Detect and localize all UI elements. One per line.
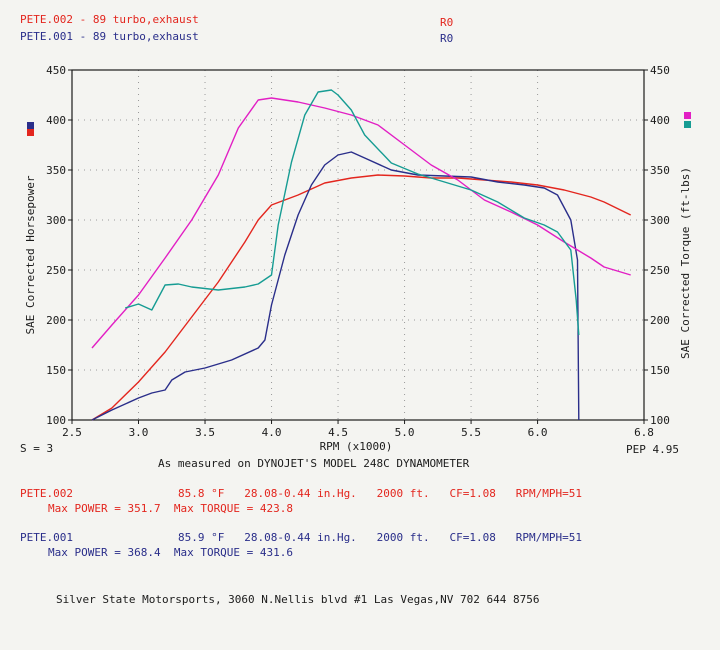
pep-label: PEP 4.95	[626, 443, 679, 456]
plot-frame	[71, 69, 645, 421]
y-tick-label: 450	[46, 64, 66, 77]
y2-tick-label: 450	[650, 64, 670, 77]
x-tick-label: 2.5	[62, 426, 82, 439]
run1-name: PETE.002	[20, 487, 73, 500]
y2-tick-label: 350	[650, 164, 670, 177]
y2-tick-label: 200	[650, 314, 670, 327]
x-tick-label: 4.5	[328, 426, 348, 439]
smoothing-label: S = 3	[20, 442, 54, 455]
run1-conditions: 85.8 °F 28.08-0.44 in.Hg. 2000 ft. CF=1.…	[178, 487, 582, 500]
hp-line-pete-001	[91, 151, 580, 421]
hp-line-pete-002	[91, 174, 632, 421]
y-tick-label: 100	[46, 414, 66, 427]
tq-run2-swatch	[684, 121, 691, 128]
tq-run1-swatch	[684, 112, 691, 119]
torque-line-pete-002	[91, 97, 631, 349]
y2-tick-label: 150	[650, 364, 670, 377]
run2-conditions: 85.9 °F 28.08-0.44 in.Hg. 2000 ft. CF=1.…	[178, 531, 582, 544]
y-axis-label: SAE Corrected Horsepower	[24, 175, 37, 334]
x-axis-ticks: 2.5 3.0 3.5 4.0 4.5 5.0 5.5 6.0 6.8	[62, 420, 654, 439]
y-tick-label: 150	[46, 364, 66, 377]
x-tick-label: 4.0	[262, 426, 282, 439]
run2-max-values: Max POWER = 368.4 Max TORQUE = 431.6	[48, 546, 294, 559]
x-axis-label: RPM (x1000)	[320, 440, 393, 453]
y-tick-label: 350	[46, 164, 66, 177]
chart-series	[91, 89, 632, 421]
torque-line-pete-001	[124, 89, 580, 336]
y2-tick-label: 300	[650, 214, 670, 227]
run1-legend-label: PETE.002 - 89 turbo,exhaust	[20, 13, 199, 26]
x-tick-label: 5.0	[395, 426, 415, 439]
y2-tick-label: 250	[650, 264, 670, 277]
y2-axis-label: SAE Corrected Torque (ft-lbs)	[679, 167, 692, 359]
y-tick-label: 250	[46, 264, 66, 277]
hp-run2-swatch	[27, 122, 34, 129]
dyno-chart: 2.5 3.0 3.5 4.0 4.5 5.0 5.5 6.0 6.8 100 150 200 250…	[24, 64, 692, 453]
run2-name: PETE.001	[20, 531, 73, 544]
y-tick-label: 300	[46, 214, 66, 227]
y-tick-label: 200	[46, 314, 66, 327]
run2-legend-code: R0	[440, 32, 454, 45]
y-axis-ticks: 100 150 200 250 300 350 400 450	[46, 64, 72, 427]
hp-run1-swatch	[27, 129, 34, 136]
y2-tick-label: 400	[650, 114, 670, 127]
x-tick-label: 3.5	[195, 426, 215, 439]
chart-grid	[72, 70, 644, 420]
run1-legend-code: R0	[440, 16, 454, 29]
x-tick-label: 6.8	[634, 426, 654, 439]
y2-axis-ticks: 100 150 200 250 300 350 400 450	[644, 64, 670, 427]
dyno-model-caption: As measured on DYNOJET'S MODEL 248C DYNA…	[158, 457, 470, 470]
x-tick-label: 5.5	[461, 426, 481, 439]
y-tick-label: 400	[46, 114, 66, 127]
x-tick-label: 6.0	[528, 426, 548, 439]
run1-max-values: Max POWER = 351.7 Max TORQUE = 423.8	[48, 502, 294, 515]
x-tick-label: 3.0	[129, 426, 149, 439]
shop-footer: Silver State Motorsports, 3060 N.Nellis …	[56, 593, 540, 606]
run2-legend-label: PETE.001 - 89 turbo,exhaust	[20, 30, 199, 43]
y2-tick-label: 100	[650, 414, 670, 427]
